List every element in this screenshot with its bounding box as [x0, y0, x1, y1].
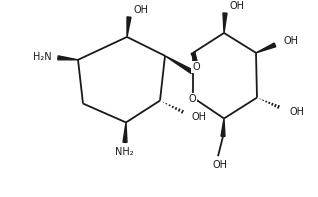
Polygon shape — [165, 56, 193, 73]
Polygon shape — [58, 56, 78, 60]
Polygon shape — [127, 17, 131, 37]
Text: O: O — [188, 94, 196, 104]
Text: OH: OH — [284, 36, 299, 46]
Text: H₂N: H₂N — [33, 52, 52, 62]
Polygon shape — [221, 118, 225, 137]
Text: OH: OH — [230, 1, 245, 11]
Text: NH₂: NH₂ — [115, 147, 133, 157]
Polygon shape — [123, 123, 127, 142]
Text: OH: OH — [289, 107, 304, 116]
Polygon shape — [191, 52, 199, 70]
Polygon shape — [256, 43, 276, 53]
Text: O: O — [192, 62, 200, 72]
Text: OH: OH — [212, 160, 227, 170]
Text: OH: OH — [134, 5, 149, 15]
Polygon shape — [223, 13, 227, 33]
Text: OH: OH — [192, 112, 207, 123]
